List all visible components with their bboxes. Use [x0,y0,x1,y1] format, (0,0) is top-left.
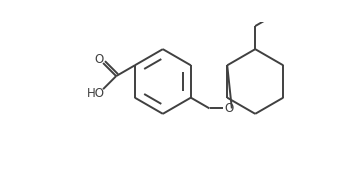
Text: O: O [94,53,104,66]
Text: O: O [224,102,233,115]
Text: HO: HO [86,87,104,100]
